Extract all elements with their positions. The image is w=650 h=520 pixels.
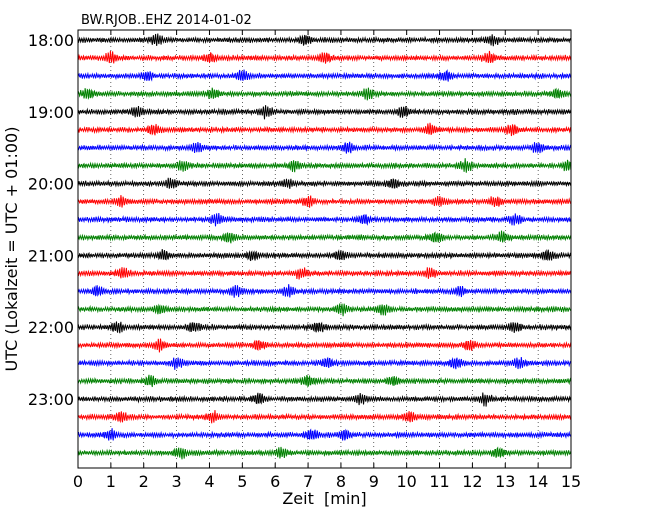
seismic-trace bbox=[77, 158, 572, 173]
x-tick-label: 14 bbox=[528, 472, 548, 491]
x-tick-label: 2 bbox=[139, 472, 149, 491]
x-tick-label: 3 bbox=[172, 472, 182, 491]
x-tick-label: 9 bbox=[369, 472, 379, 491]
seismic-trace bbox=[77, 69, 572, 82]
y-tick-label: 22:00 bbox=[28, 318, 74, 337]
x-tick-label: 1 bbox=[106, 472, 116, 491]
seismic-trace bbox=[77, 212, 572, 227]
x-axis-label: Zeit [min] bbox=[282, 489, 366, 508]
seismic-traces bbox=[77, 33, 572, 460]
seismic-trace bbox=[77, 303, 572, 317]
seismic-trace bbox=[77, 392, 572, 407]
seismic-trace bbox=[77, 321, 572, 334]
y-tick-label: 21:00 bbox=[28, 246, 74, 265]
x-tick-label: 4 bbox=[204, 472, 214, 491]
x-tick-label: 13 bbox=[495, 472, 515, 491]
x-tick-label: 0 bbox=[73, 472, 83, 491]
seismic-trace bbox=[77, 141, 572, 154]
y-tick-label: 23:00 bbox=[28, 390, 74, 409]
y-tick-label: 18:00 bbox=[28, 31, 74, 50]
seismic-trace bbox=[77, 249, 572, 262]
seismic-trace bbox=[77, 87, 572, 101]
seismic-trace bbox=[77, 33, 572, 47]
seismic-trace bbox=[77, 122, 572, 137]
x-tick-label: 8 bbox=[336, 472, 346, 491]
seismic-trace bbox=[77, 50, 572, 64]
seismic-trace bbox=[77, 195, 572, 208]
x-axis-ticks: 0 1 2 3 4 5 6 7 8 9 10 11 12 13 14 15 bbox=[73, 30, 581, 491]
x-tick-label: 12 bbox=[462, 472, 482, 491]
seismic-trace bbox=[77, 105, 572, 120]
y-tick-label: 19:00 bbox=[28, 103, 74, 122]
seismic-trace bbox=[77, 230, 572, 244]
y-axis-ticks: 18:00 19:00 20:00 21:00 22:00 23:00 bbox=[28, 31, 571, 409]
x-tick-label: 10 bbox=[396, 472, 416, 491]
x-tick-label: 15 bbox=[561, 472, 581, 491]
plot-frame bbox=[77, 29, 572, 469]
seismic-trace bbox=[77, 428, 572, 441]
seismic-trace bbox=[77, 284, 572, 298]
x-tick-label: 7 bbox=[303, 472, 313, 491]
x-tick-label: 6 bbox=[270, 472, 280, 491]
seismic-trace bbox=[77, 446, 572, 460]
x-tick-label: 11 bbox=[429, 472, 449, 491]
seismic-trace bbox=[77, 410, 572, 424]
seismic-trace bbox=[77, 177, 572, 189]
chart-title: BW.RJOB..EHZ 2014-01-02 bbox=[81, 13, 252, 28]
x-tick-label: 5 bbox=[237, 472, 247, 491]
y-axis-label: UTC (Lokalzeit = UTC + 01:00) bbox=[2, 127, 21, 372]
seismic-trace bbox=[77, 374, 572, 389]
seismic-trace bbox=[77, 338, 572, 353]
seismic-trace bbox=[77, 356, 571, 370]
seismic-trace bbox=[77, 267, 572, 280]
y-tick-label: 20:00 bbox=[28, 175, 74, 194]
